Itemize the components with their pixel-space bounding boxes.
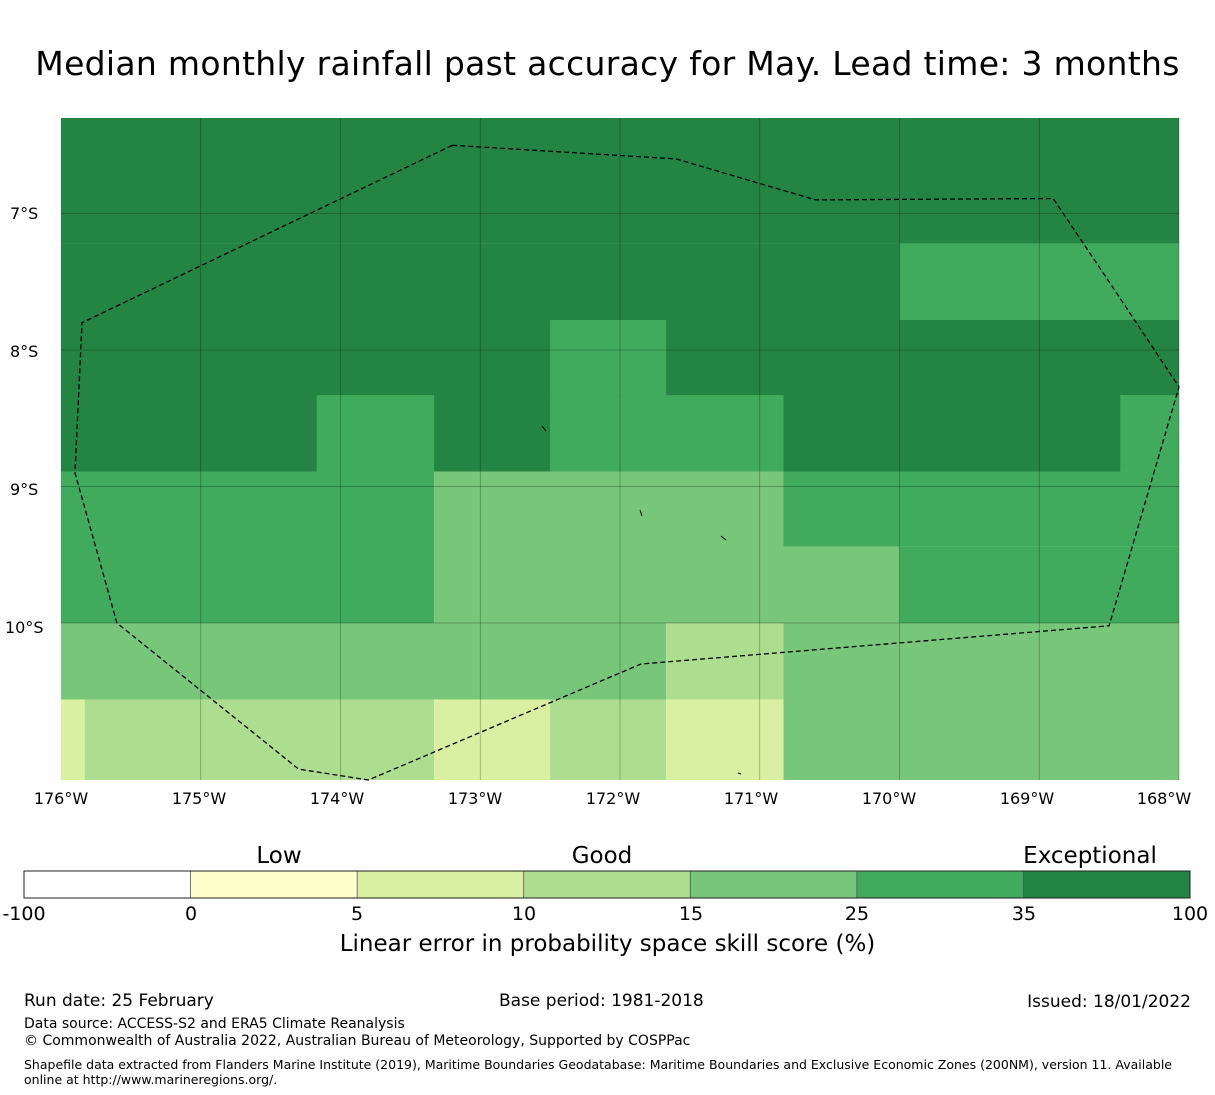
skill-cell bbox=[899, 118, 1179, 244]
skill-grid bbox=[61, 118, 1179, 780]
colorbar-tick-label: 25 bbox=[844, 903, 870, 925]
skill-cell bbox=[550, 699, 667, 780]
colorbar-tick-label: 5 bbox=[350, 903, 364, 925]
colorbar-segment bbox=[357, 871, 524, 898]
lon-label-173w: 173°W bbox=[447, 789, 503, 808]
skill-cell bbox=[84, 699, 435, 780]
lon-label-175w: 175°W bbox=[171, 789, 227, 808]
lon-label-171w: 171°W bbox=[723, 789, 779, 808]
run-date: Run date: 25 February bbox=[24, 991, 214, 1011]
category-exceptional: Exceptional bbox=[1023, 843, 1157, 869]
skill-cell bbox=[61, 243, 900, 321]
colorbar-segment bbox=[1023, 871, 1190, 898]
colorbar-segment bbox=[690, 871, 857, 898]
skill-cell bbox=[899, 243, 1179, 321]
issued-date: Issued: 18/01/2022 bbox=[1027, 992, 1191, 1012]
skill-cell bbox=[550, 320, 667, 396]
shapefile-note: Shapefile data extracted from Flanders M… bbox=[24, 1057, 1172, 1087]
copyright: © Commonwealth of Australia 2022, Austra… bbox=[24, 1033, 691, 1049]
colorbar-tick-label: 35 bbox=[1011, 903, 1037, 925]
skill-cell bbox=[899, 546, 1179, 624]
map-title: Median monthly rainfall past accuracy fo… bbox=[35, 44, 1180, 83]
island-swains bbox=[737, 772, 742, 775]
skill-cell bbox=[1120, 395, 1179, 472]
graticule bbox=[61, 118, 1180, 780]
skill-cell bbox=[61, 623, 667, 700]
colorbar-segment bbox=[856, 871, 1024, 898]
lat-label-9s: 9°S bbox=[10, 480, 39, 499]
base-period: Base period: 1981-2018 bbox=[499, 991, 704, 1011]
islands bbox=[541, 425, 742, 775]
colorbar-tick-label: 0 bbox=[184, 903, 198, 925]
colorbar-axis-label: Linear error in probability space skill … bbox=[339, 931, 876, 957]
skill-cell bbox=[783, 471, 1179, 547]
colorbar bbox=[23, 870, 1191, 899]
lon-label-176w: 176°W bbox=[33, 789, 89, 808]
colorbar-frame bbox=[23, 870, 1191, 899]
lat-label-10s: 10°S bbox=[5, 618, 44, 637]
skill-cell bbox=[61, 118, 900, 244]
skill-cell bbox=[666, 699, 784, 780]
data-source: Data source: ACCESS-S2 and ERA5 Climate … bbox=[24, 1016, 405, 1032]
skill-cell bbox=[550, 395, 784, 472]
skill-cell bbox=[783, 623, 1179, 780]
lon-label-169w: 169°W bbox=[999, 789, 1055, 808]
colorbar-tick-label: 100 bbox=[1171, 903, 1209, 925]
skill-cell bbox=[61, 471, 435, 624]
lon-label-170w: 170°W bbox=[861, 789, 917, 808]
category-low: Low bbox=[256, 843, 302, 869]
colorbar-segment bbox=[24, 871, 191, 898]
island-atafu bbox=[541, 425, 547, 432]
colorbar-segment bbox=[523, 871, 691, 898]
lat-label-8s: 8°S bbox=[10, 342, 39, 361]
skill-cell bbox=[61, 699, 85, 780]
colorbar-tick-label: 10 bbox=[511, 903, 537, 925]
skill-cell bbox=[434, 699, 551, 780]
skill-cell bbox=[783, 546, 900, 624]
lat-label-7s: 7°S bbox=[10, 204, 39, 223]
island-nukunonu bbox=[639, 509, 643, 517]
island-fakaofo bbox=[720, 535, 727, 541]
colorbar-segment bbox=[190, 871, 358, 898]
colorbar-tick-label: -100 bbox=[2, 903, 46, 925]
lon-label-172w: 172°W bbox=[585, 789, 641, 808]
lon-label-174w: 174°W bbox=[309, 789, 365, 808]
skill-cell bbox=[666, 623, 784, 700]
skill-cell bbox=[316, 395, 435, 472]
colorbar-tick-label: 15 bbox=[678, 903, 704, 925]
skill-cell bbox=[434, 471, 784, 624]
eez-boundary bbox=[74, 144, 1180, 781]
category-good: Good bbox=[571, 843, 633, 869]
lon-label-168w: 168°W bbox=[1136, 789, 1192, 808]
